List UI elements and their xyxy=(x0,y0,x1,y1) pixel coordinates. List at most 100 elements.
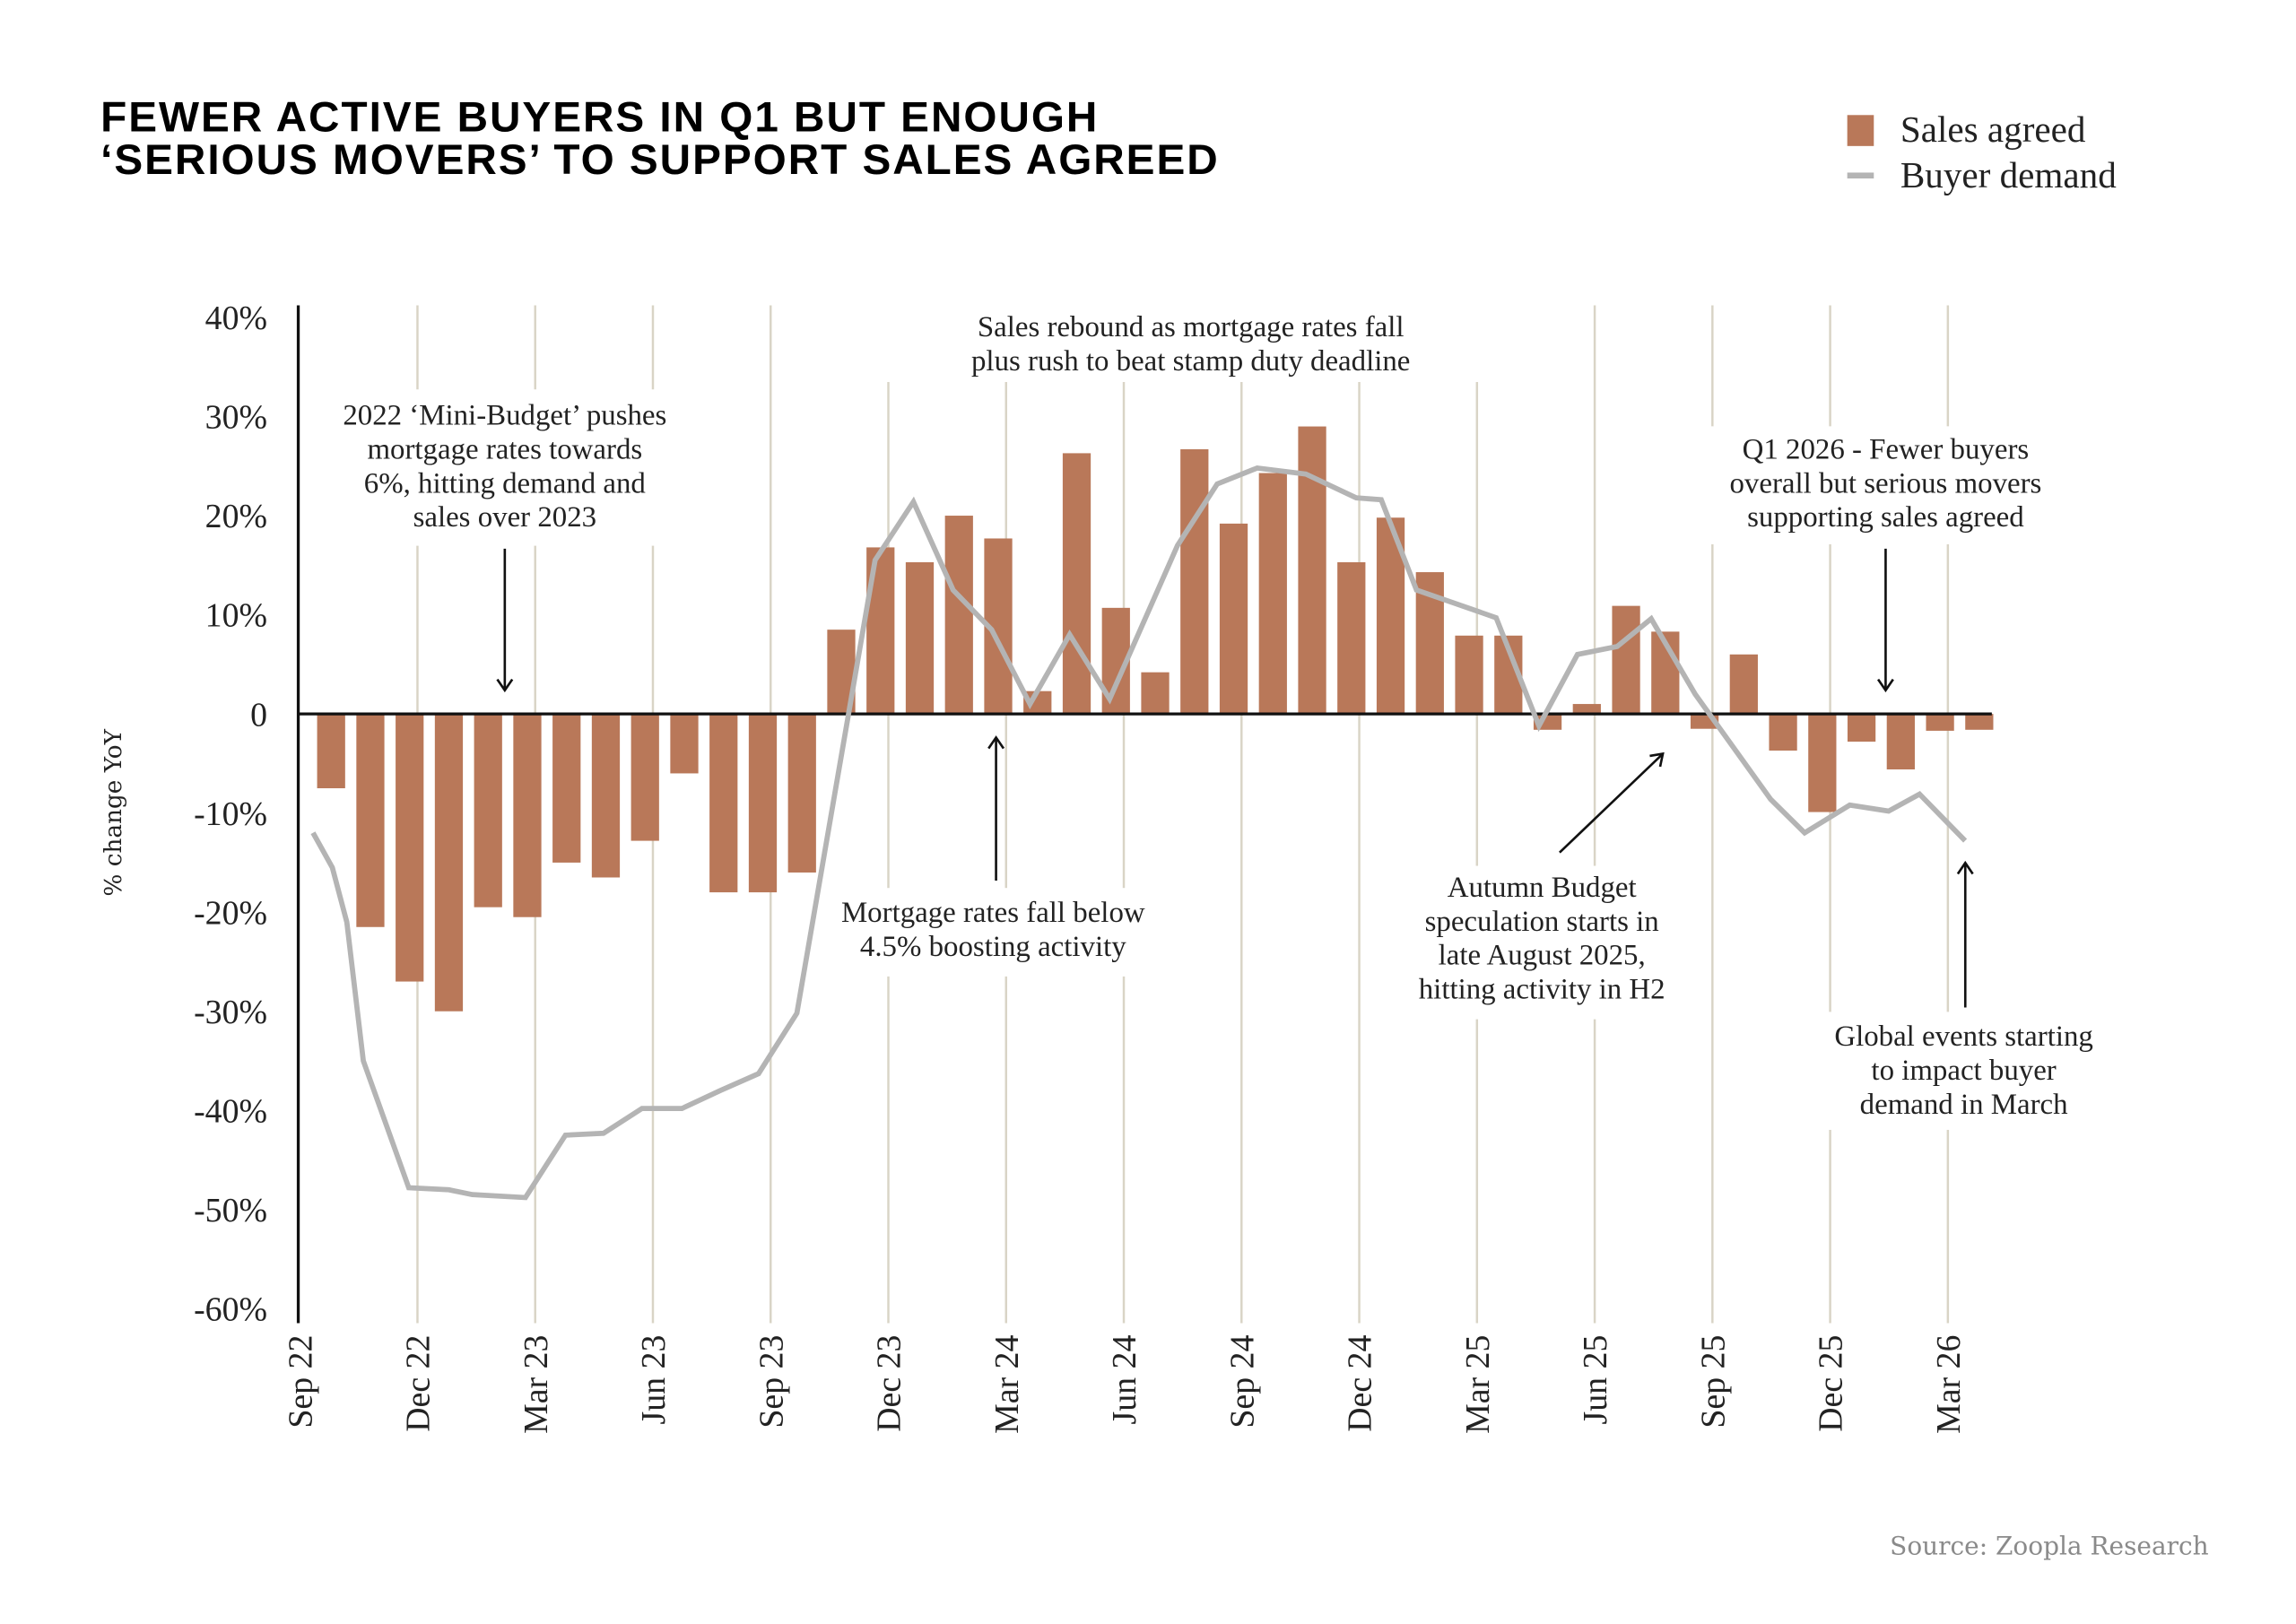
bar-sales-agreed xyxy=(1769,714,1797,751)
bar-sales-agreed xyxy=(709,714,738,893)
bar-sales-agreed xyxy=(1258,473,1287,715)
legend: Sales agreed Buyer demand xyxy=(1847,109,2117,195)
x-tick-label: Jun 24 xyxy=(1106,1335,1144,1425)
y-tick-label: -20% xyxy=(194,894,267,932)
y-tick-label: -40% xyxy=(194,1092,267,1130)
bar-sales-agreed xyxy=(1886,714,1915,770)
x-tick-label: Sep 25 xyxy=(1694,1335,1732,1429)
annotation-text: Global events starting xyxy=(1834,1020,2093,1053)
bar-sales-agreed xyxy=(1729,654,1758,715)
annotation-text: plus rush to beat stamp duty deadline xyxy=(971,345,1410,378)
bar-sales-agreed xyxy=(1926,714,1954,731)
annotation-background xyxy=(1389,865,1694,1020)
annotation-background xyxy=(877,305,1506,383)
bar-sales-agreed xyxy=(1141,672,1170,715)
arrowhead-icon xyxy=(496,678,514,693)
title-line-1: FEWER ACTIVE BUYERS IN Q1 BUT ENOUGH xyxy=(100,93,1099,141)
x-tick-label: Sep 24 xyxy=(1223,1335,1261,1429)
bar-sales-agreed xyxy=(1219,523,1248,715)
arrowhead-icon xyxy=(1956,860,1974,875)
x-tick-label: Jun 23 xyxy=(635,1335,673,1425)
bar-sales-agreed xyxy=(552,714,581,863)
x-tick-labels: Sep 22 Dec 22 Mar 23 Jun 23 Sep 23 Dec 23 Mar … xyxy=(282,1335,1968,1434)
arrowhead-icon xyxy=(987,735,1005,750)
annotation-text: Q1 2026 - Fewer buyers xyxy=(1743,434,2030,466)
annotation-background xyxy=(1693,426,2081,544)
annotation-text: Sales rebound as mortgage rates fall xyxy=(978,311,1405,343)
annotation-text: 4.5% boosting activity xyxy=(860,931,1126,963)
x-tick-label: Mar 25 xyxy=(1459,1335,1497,1434)
bar-sales-agreed xyxy=(1337,561,1366,715)
y-tick-label: -30% xyxy=(194,994,267,1031)
annotation-text: sales over 2023 xyxy=(413,501,597,534)
legend-label-sales: Sales agreed xyxy=(1900,109,2086,150)
annotation-text: supporting sales agreed xyxy=(1747,501,2024,534)
annotation-text: speculation starts in xyxy=(1425,906,1659,938)
bar-sales-agreed xyxy=(748,714,778,893)
annotation-arrows xyxy=(496,548,1974,1008)
x-tick-label: Dec 24 xyxy=(1342,1335,1379,1432)
annotation-background xyxy=(325,389,687,546)
bar-sales-agreed xyxy=(1455,635,1483,715)
bar-sales-agreed xyxy=(1808,714,1837,812)
buyer-demand-line xyxy=(310,465,1968,1201)
annotation-backgrounds xyxy=(325,305,2122,1130)
source-note: Source: Zoopla Research xyxy=(1890,1532,2208,1561)
y-tick-label: 0 xyxy=(250,696,267,734)
bar-sales-agreed xyxy=(591,714,621,878)
bar-sales-agreed xyxy=(317,714,345,789)
bar-sales-agreed xyxy=(1965,714,1994,730)
bar-sales-agreed xyxy=(434,714,464,1012)
y-axis-label: % change YoY xyxy=(100,728,127,896)
bar-sales-agreed xyxy=(631,714,659,841)
bar-sales-agreed xyxy=(1062,453,1091,715)
x-tick-label: Jun 25 xyxy=(1577,1335,1614,1425)
bar-sales-agreed xyxy=(356,714,385,927)
x-tick-label: Sep 22 xyxy=(282,1335,319,1429)
bar-sales-agreed xyxy=(1572,704,1601,715)
x-tick-label: Mar 23 xyxy=(517,1335,555,1434)
bar-sales-agreed xyxy=(787,714,816,873)
annotation-text: overall but serious movers xyxy=(1730,467,2042,499)
bar-sales-agreed xyxy=(905,561,935,715)
annotation-text: demand in March xyxy=(1860,1089,2068,1121)
bar-sales-agreed xyxy=(1180,448,1209,715)
annotation-background xyxy=(814,888,1172,977)
bar-sales-agreed xyxy=(513,714,542,917)
y-tick-label: -10% xyxy=(194,795,267,833)
x-tick-label: Sep 23 xyxy=(752,1335,790,1429)
y-tick-label: 30% xyxy=(205,399,267,437)
bar-sales-agreed xyxy=(1612,605,1640,715)
bar-sales-agreed xyxy=(670,714,699,774)
annotation-text: Autumn Budget xyxy=(1448,872,1637,904)
annotation-text: 6%, hitting demand and xyxy=(364,467,647,499)
bar-sales-agreed xyxy=(396,714,424,982)
legend-bar-swatch xyxy=(1847,115,1874,146)
y-tick-label: -60% xyxy=(194,1290,267,1328)
y-tick-label: 40% xyxy=(205,300,267,337)
y-tick-label: -50% xyxy=(194,1192,267,1229)
arrowhead-icon xyxy=(1876,678,1894,693)
x-tick-label: Dec 22 xyxy=(400,1335,438,1432)
annotation-text: late August 2025, xyxy=(1439,940,1646,972)
y-tick-label: 20% xyxy=(205,498,267,535)
annotation-text: to impact buyer xyxy=(1871,1055,2056,1087)
bar-sales-agreed xyxy=(1298,426,1326,715)
title-line-2: ‘SERIOUS MOVERS’ TO SUPPORT SALES AGREED xyxy=(100,136,1220,184)
y-tick-labels: 40% 30% 20% 10% 0 -10% -20% -30% -40% -50% -60% xyxy=(194,300,267,1328)
bar-sales-agreed xyxy=(1847,714,1876,743)
annotation-text: mortgage rates towards xyxy=(367,434,642,466)
arrowhead-icon xyxy=(1649,751,1665,768)
legend-line-swatch xyxy=(1847,172,1874,179)
y-tick-label: 10% xyxy=(205,597,267,635)
annotation-text: hitting activity in H2 xyxy=(1419,974,1665,1006)
legend-label-demand: Buyer demand xyxy=(1900,154,2117,195)
annotation-background xyxy=(1808,1012,2122,1130)
x-tick-label: Mar 26 xyxy=(1930,1335,1968,1434)
bar-sales-agreed xyxy=(944,516,973,715)
arrow-icon xyxy=(1559,752,1664,854)
bar-sales-agreed xyxy=(474,714,502,908)
x-tick-label: Dec 23 xyxy=(871,1335,909,1432)
